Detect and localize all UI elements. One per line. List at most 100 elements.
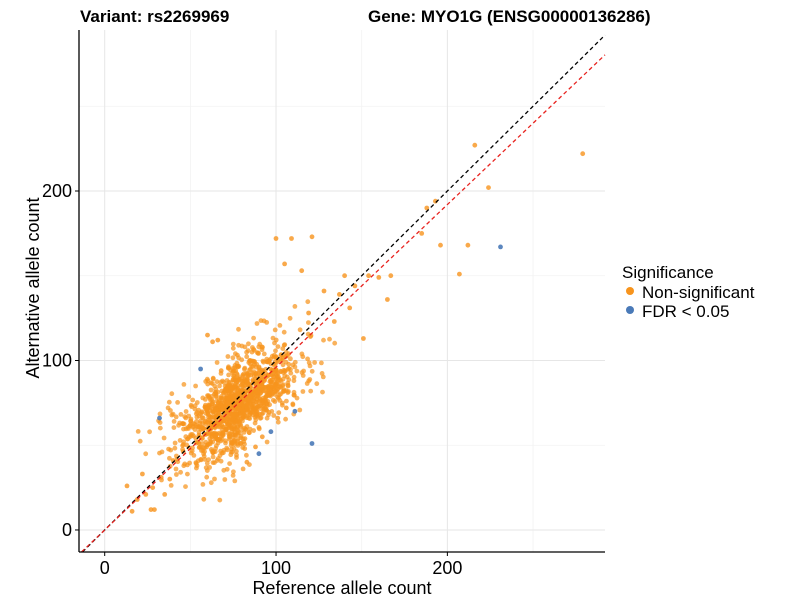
x-axis-title: Reference allele count <box>252 578 431 598</box>
x-tick-label: 0 <box>100 558 110 578</box>
point-non-significant <box>219 407 225 413</box>
point-non-significant <box>256 399 261 405</box>
y-tick-label: 0 <box>62 520 72 540</box>
point-non-significant <box>283 388 289 393</box>
point-non-significant <box>285 382 291 388</box>
point-non-significant <box>212 476 217 482</box>
point-non-significant <box>124 483 130 489</box>
point-non-significant <box>166 399 172 405</box>
point-non-significant <box>289 236 294 241</box>
point-non-significant <box>309 234 315 240</box>
point-non-significant <box>361 336 366 341</box>
point-non-significant <box>280 402 285 408</box>
point-non-significant <box>465 242 471 248</box>
point-non-significant <box>227 461 233 466</box>
point-non-significant <box>259 347 265 353</box>
point-non-significant <box>247 367 252 373</box>
point-non-significant <box>173 466 179 472</box>
point-non-significant <box>183 434 189 440</box>
point-non-significant <box>196 432 202 438</box>
point-non-significant <box>242 377 248 383</box>
point-non-significant <box>242 365 248 371</box>
point-non-significant <box>236 378 242 383</box>
point-non-significant <box>247 392 253 398</box>
point-non-significant <box>286 361 292 367</box>
point-non-significant <box>214 398 220 404</box>
point-non-significant <box>217 383 222 389</box>
point-non-significant <box>175 400 181 405</box>
point-non-significant <box>234 363 240 369</box>
point-non-significant <box>385 297 390 302</box>
title-gene: Gene: MYO1G (ENSG00000136286) <box>368 7 651 26</box>
point-non-significant <box>220 418 226 424</box>
point-non-significant <box>286 366 292 371</box>
point-non-significant <box>186 426 191 431</box>
point-non-significant <box>233 351 238 357</box>
point-non-significant <box>218 438 224 444</box>
point-non-significant <box>291 392 297 398</box>
point-non-significant <box>229 446 234 452</box>
point-non-significant <box>244 349 250 355</box>
point-non-significant <box>157 425 163 431</box>
point-non-significant <box>237 419 242 425</box>
point-non-significant <box>196 423 202 429</box>
point-non-significant <box>190 397 196 403</box>
point-non-significant <box>235 424 241 430</box>
axes <box>78 30 605 553</box>
point-non-significant <box>261 351 267 357</box>
point-non-significant <box>147 429 153 435</box>
point-non-significant <box>321 288 327 294</box>
point-non-significant <box>187 460 193 466</box>
point-non-significant <box>264 439 270 445</box>
legend-label-non-significant: Non-significant <box>642 283 755 302</box>
point-non-significant <box>284 398 289 404</box>
point-non-significant <box>188 433 194 439</box>
point-non-significant <box>207 465 213 470</box>
point-non-significant <box>223 440 228 446</box>
point-non-significant <box>306 360 312 366</box>
point-non-significant <box>193 435 199 441</box>
point-non-significant <box>306 310 311 316</box>
point-non-significant <box>277 323 283 328</box>
point-non-significant <box>280 382 286 387</box>
point-non-significant <box>306 320 311 325</box>
point-non-significant <box>204 474 210 480</box>
point-non-significant <box>271 384 277 389</box>
point-non-significant <box>143 451 149 457</box>
point-non-significant <box>214 379 220 385</box>
point-non-significant <box>273 337 279 343</box>
point-non-significant <box>271 413 277 418</box>
point-non-significant <box>208 380 214 386</box>
point-non-significant <box>240 436 246 442</box>
point-non-significant <box>366 273 371 279</box>
point-non-significant <box>250 412 256 418</box>
point-non-significant <box>176 422 182 428</box>
point-non-significant <box>218 379 224 385</box>
point-non-significant <box>270 397 276 403</box>
point-non-significant <box>173 414 179 420</box>
point-non-significant <box>218 368 224 374</box>
point-non-significant <box>242 413 248 418</box>
point-non-significant <box>219 450 225 456</box>
title-variant: Variant: rs2269969 <box>80 7 229 26</box>
point-non-significant <box>199 409 205 415</box>
point-non-significant <box>249 398 255 404</box>
point-non-significant <box>161 435 167 441</box>
reference-line-identity <box>81 34 606 553</box>
point-non-significant <box>264 320 270 325</box>
point-non-significant <box>213 413 219 419</box>
point-non-significant <box>271 352 277 358</box>
point-non-significant <box>167 455 172 461</box>
point-non-significant <box>239 381 245 387</box>
point-non-significant <box>227 433 233 439</box>
point-non-significant <box>269 409 275 414</box>
point-non-significant <box>297 327 303 333</box>
point-non-significant <box>259 434 265 440</box>
point-non-significant <box>240 445 246 450</box>
point-non-significant <box>140 471 145 477</box>
point-non-significant <box>253 444 258 450</box>
point-non-significant <box>168 447 174 453</box>
point-fdr-significant <box>157 415 162 421</box>
point-non-significant <box>255 350 261 356</box>
point-non-significant <box>267 402 272 408</box>
